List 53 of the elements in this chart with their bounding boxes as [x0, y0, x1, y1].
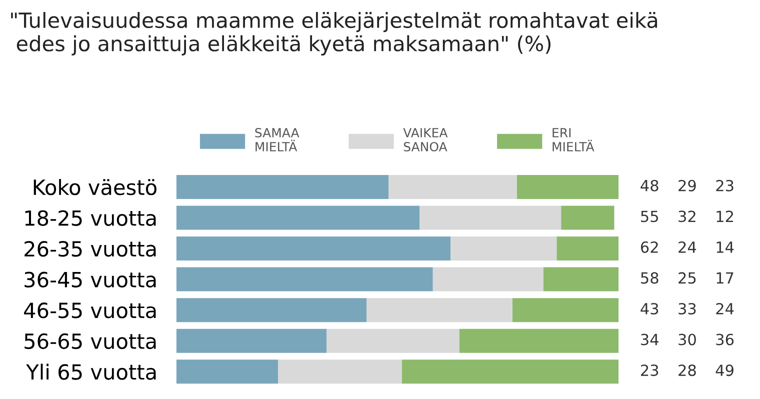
bar — [512, 298, 619, 322]
bar — [176, 174, 389, 199]
data-label: 23 — [641, 364, 658, 376]
y-tick-label: Yli 65 vuotta — [26, 364, 156, 380]
bar — [326, 328, 460, 353]
bar — [561, 206, 614, 230]
legend-label: ERI MIELTÄ — [552, 128, 594, 152]
data-label: 43 — [640, 302, 658, 315]
data-label: 36 — [716, 334, 734, 346]
y-tick-label: 36-45 vuotta — [24, 272, 156, 288]
bar — [388, 174, 517, 199]
y-tick-label: Koko väestö — [34, 179, 156, 196]
bar — [176, 236, 451, 261]
data-label: 33 — [678, 302, 696, 315]
data-label: 14 — [716, 242, 734, 253]
legend-label: VAIKEA SANOA — [403, 128, 448, 152]
data-label: 58 — [641, 272, 658, 284]
data-label: 34 — [641, 334, 658, 346]
data-label: 49 — [716, 364, 734, 376]
y-tick-label: 56-65 vuotta — [24, 333, 156, 350]
bar — [516, 174, 619, 199]
bar — [176, 267, 433, 292]
bar — [278, 360, 402, 384]
bar — [556, 236, 619, 261]
data-label: 17 — [716, 272, 734, 284]
bar — [176, 328, 327, 353]
bar — [420, 206, 562, 230]
bar — [459, 328, 619, 353]
data-label: 32 — [678, 210, 696, 222]
y-tick-label: 46-55 vuotta — [24, 302, 156, 318]
data-label: 55 — [641, 210, 658, 222]
data-label: 12 — [716, 210, 733, 222]
data-label: 30 — [678, 334, 696, 346]
bar — [176, 298, 367, 322]
bar — [450, 236, 557, 261]
chart-title: "Tulevaisuudessa maamme eläkejärjestelmät romahtavat eikä edes jo ansaittuja eläkkeitä kyetä maksamaan" (%) — [11, 12, 658, 56]
data-label: 62 — [640, 241, 658, 253]
bar — [176, 360, 278, 384]
legend-label: SAMAA MIELTÄ — [255, 128, 300, 152]
data-label: 29 — [678, 180, 696, 192]
bar — [543, 267, 619, 292]
bar — [366, 298, 512, 322]
bar — [176, 206, 420, 230]
data-label: 24 — [716, 302, 734, 314]
y-tick-label: 18-25 vuotta — [25, 210, 156, 226]
bar — [402, 360, 619, 384]
data-label: 25 — [678, 272, 696, 284]
data-label: 24 — [678, 241, 696, 253]
bar — [432, 267, 544, 292]
data-label: 23 — [716, 180, 734, 192]
data-label: 48 — [640, 180, 658, 192]
data-label: 28 — [678, 364, 696, 376]
y-tick-label: 26-35 vuotta — [24, 240, 156, 257]
